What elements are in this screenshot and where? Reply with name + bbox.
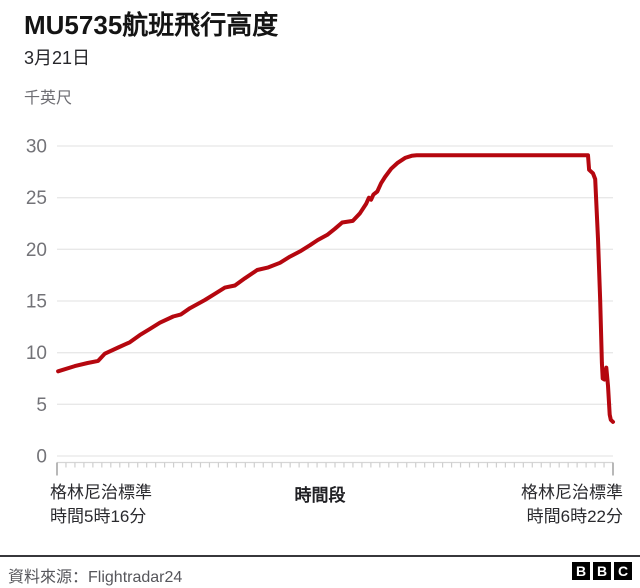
bbc-logo-letter: C: [614, 562, 632, 580]
y-tick-label: 10: [26, 343, 47, 364]
altitude-line: [56, 153, 615, 424]
footer-divider: [0, 555, 640, 557]
source-value: Flightradar24: [88, 569, 183, 586]
source-attribution: 資料來源：Flightradar24: [8, 563, 182, 587]
x-axis-end-label: 格林尼治標準 時間6時22分: [521, 481, 623, 529]
x-axis-end-label-line1: 格林尼治標準: [521, 483, 623, 502]
source-label: 資料來源：: [8, 569, 89, 586]
y-tick-label: 15: [26, 292, 47, 313]
altitude-chart: 0 5 10 15 20 25 30: [26, 137, 615, 476]
y-tick-label: 0: [36, 447, 47, 468]
x-axis-title: 時間段: [294, 486, 346, 505]
page-title: MU5735航班飛行高度: [24, 10, 279, 40]
bbc-logo-letter: B: [593, 562, 611, 580]
x-axis-start-label-line1: 格林尼治標準: [50, 483, 152, 502]
y-axis-unit-label: 千英尺: [24, 90, 73, 107]
x-axis-start-label: 格林尼治標準 時間5時16分: [50, 481, 152, 529]
bbc-logo: B B C: [572, 562, 632, 580]
y-tick-label: 5: [36, 395, 47, 416]
chart-subtitle: 3月21日: [24, 48, 91, 68]
bbc-logo-letter: B: [572, 562, 590, 580]
x-axis-start-label-line2: 時間5時16分: [50, 507, 147, 526]
y-tick-label: 20: [26, 240, 47, 261]
x-axis-end-label-line2: 時間6時22分: [526, 507, 623, 526]
y-tick-label: 30: [26, 137, 47, 158]
y-tick-label: 25: [26, 188, 47, 209]
